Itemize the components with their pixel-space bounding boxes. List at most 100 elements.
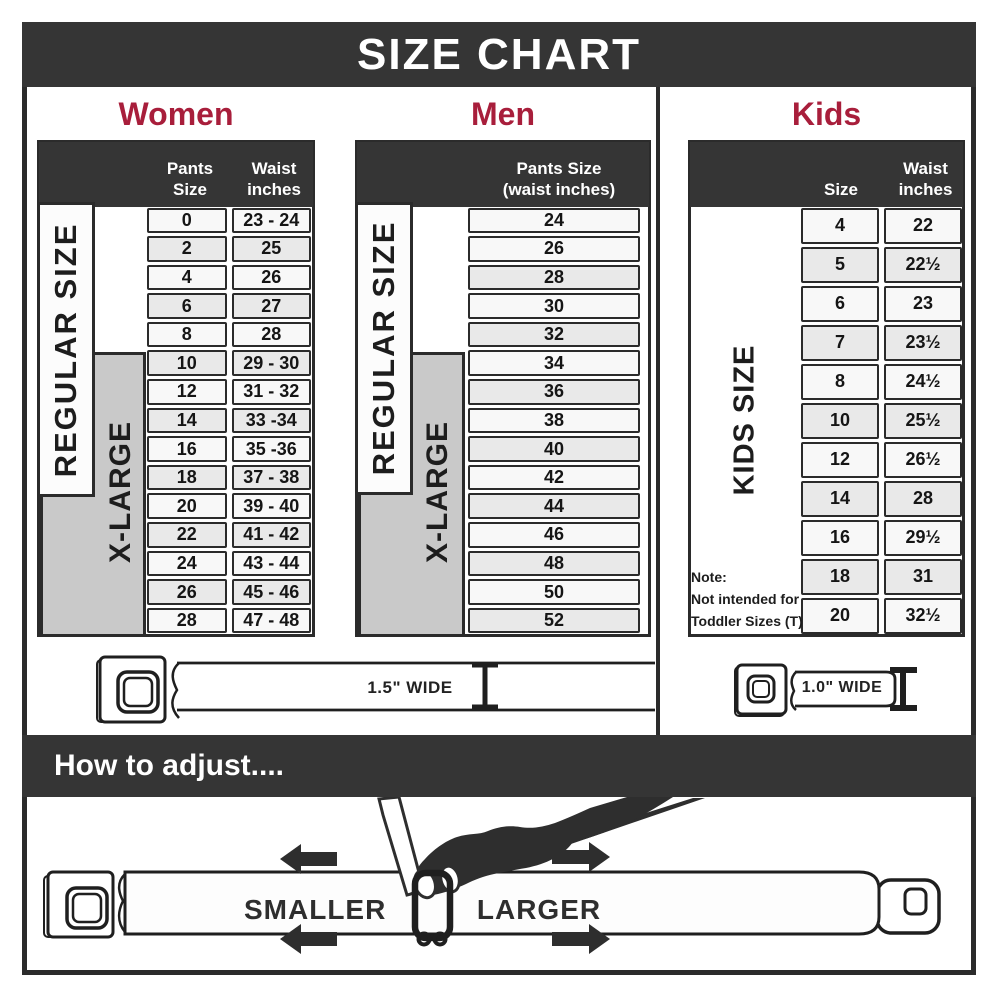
arrow-left-icon bbox=[280, 924, 337, 954]
women-regular-size-label: REGULAR SIZE bbox=[48, 222, 83, 478]
table-row: 4 22 bbox=[801, 206, 962, 245]
table-cell: 33 -34 bbox=[231, 407, 311, 434]
panel-divider bbox=[656, 87, 660, 735]
table-cell: 22½ bbox=[884, 246, 962, 283]
table-cell: 44 bbox=[468, 493, 640, 520]
kids-col2-label-line1: Waist bbox=[903, 159, 948, 178]
table-row: 52 bbox=[468, 606, 640, 635]
adult-belt-width-label: 1.5" WIDE bbox=[367, 678, 453, 697]
width-measure-icon bbox=[472, 662, 498, 710]
how-to-adjust-heading: How to adjust.... bbox=[22, 735, 976, 797]
belt-strap bbox=[177, 661, 655, 712]
table-row: 12 26½ bbox=[801, 440, 962, 479]
table-cell: 48 bbox=[468, 550, 640, 577]
table-row: 26 bbox=[468, 235, 640, 264]
table-row: 6 27 bbox=[147, 292, 311, 321]
table-cell: 20 bbox=[147, 493, 227, 520]
women-col2-label-line1: Waist bbox=[251, 159, 297, 178]
table-cell: 32 bbox=[468, 321, 640, 348]
table-cell: 8 bbox=[147, 321, 227, 348]
women-regular-range-box bbox=[37, 202, 95, 497]
table-cell: 23 bbox=[884, 285, 962, 322]
table-cell: 25½ bbox=[884, 402, 962, 439]
table-cell: 42 bbox=[468, 464, 640, 491]
table-cell: 26 bbox=[231, 264, 311, 291]
table-row: 8 24½ bbox=[801, 362, 962, 401]
table-row: 34 bbox=[468, 349, 640, 378]
table-cell: 22 bbox=[147, 522, 227, 548]
table-row: 30 bbox=[468, 292, 640, 321]
table-cell: 10 bbox=[801, 402, 879, 439]
table-cell: 16 bbox=[147, 436, 227, 462]
seatbelt-buckle-icon bbox=[734, 663, 797, 717]
table-row: 24 bbox=[468, 206, 640, 235]
kids-belt-width-label: 1.0" WIDE bbox=[801, 679, 883, 696]
table-cell: 24 bbox=[468, 207, 640, 234]
belt-strap bbox=[795, 670, 897, 708]
table-cell: 43 - 44 bbox=[231, 550, 311, 577]
kids-belt-illustration bbox=[734, 663, 917, 717]
kids-note-line1: Note: bbox=[691, 569, 727, 585]
table-cell: 14 bbox=[147, 407, 227, 434]
table-row: 48 bbox=[468, 549, 640, 578]
table-row: 28 47 - 48 bbox=[147, 606, 311, 635]
table-cell: 52 bbox=[468, 607, 640, 634]
table-cell: 24½ bbox=[884, 363, 962, 400]
table-cell: 14 bbox=[801, 480, 879, 517]
table-cell: 16 bbox=[801, 519, 879, 556]
kids-col-size-header: Size bbox=[799, 143, 883, 207]
table-cell: 29 - 30 bbox=[231, 350, 311, 377]
table-row: 36 bbox=[468, 378, 640, 407]
table-cell: 7 bbox=[801, 324, 879, 361]
table-row: 50 bbox=[468, 578, 640, 607]
kids-note-line3: Toddler Sizes (T) bbox=[691, 613, 803, 629]
table-cell: 29½ bbox=[884, 519, 962, 556]
table-cell: 12 bbox=[147, 379, 227, 405]
kids-table-rows: 4 22 5 22½ 6 23 7 23½ 8 24½ 10 25½ 12 26½ 14 28 16 29½ 18 3… bbox=[801, 206, 962, 635]
table-cell: 31 bbox=[884, 558, 962, 595]
men-col1-label-line2: (waist inches) bbox=[502, 180, 616, 199]
table-cell: 23½ bbox=[884, 324, 962, 361]
men-table-rows: 24 26 28 30 32 34 36 38 40 42 44 46 48 50 52 bbox=[468, 206, 640, 635]
table-row: 22 41 - 42 bbox=[147, 521, 311, 550]
table-row: 14 28 bbox=[801, 479, 962, 518]
table-row: 16 29½ bbox=[801, 518, 962, 557]
table-row: 10 29 - 30 bbox=[147, 349, 311, 378]
table-cell: 28 bbox=[147, 607, 227, 634]
table-cell: 47 - 48 bbox=[231, 607, 311, 634]
table-cell: 4 bbox=[147, 264, 227, 291]
table-cell: 20 bbox=[801, 597, 879, 634]
table-row: 12 31 - 32 bbox=[147, 378, 311, 407]
table-row: 18 37 - 38 bbox=[147, 463, 311, 492]
table-cell: 31 - 32 bbox=[231, 379, 311, 405]
table-cell: 8 bbox=[801, 363, 879, 400]
kids-note-line2: Not intended for bbox=[691, 591, 800, 607]
women-col1-label: Pants Size bbox=[166, 159, 214, 199]
table-row: 14 33 -34 bbox=[147, 406, 311, 435]
table-cell: 38 bbox=[468, 407, 640, 434]
women-xlarge-label: X-LARGE bbox=[104, 421, 137, 563]
kids-col1-label: Size bbox=[823, 180, 859, 199]
smaller-direction-label: SMALLER bbox=[244, 894, 387, 925]
left-border bbox=[22, 87, 27, 735]
table-cell: 18 bbox=[147, 464, 227, 491]
table-row: 0 23 - 24 bbox=[147, 206, 311, 235]
table-row: 44 bbox=[468, 492, 640, 521]
table-cell: 0 bbox=[147, 207, 227, 234]
table-cell: 40 bbox=[468, 436, 640, 462]
table-row: 40 bbox=[468, 435, 640, 464]
table-cell: 37 - 38 bbox=[231, 464, 311, 491]
table-row: 16 35 -36 bbox=[147, 435, 311, 464]
kids-col-waist-header: Waist inches bbox=[885, 143, 966, 207]
table-cell: 2 bbox=[147, 236, 227, 262]
seatbelt-buckle-icon bbox=[96, 655, 180, 724]
table-row: 26 45 - 46 bbox=[147, 578, 311, 607]
table-cell: 50 bbox=[468, 579, 640, 605]
how-to-adjust-panel bbox=[22, 797, 976, 975]
seatbelt-buckle-icon bbox=[43, 870, 127, 939]
table-cell: 41 - 42 bbox=[231, 522, 311, 548]
table-cell: 23 - 24 bbox=[231, 207, 311, 234]
belt-strap bbox=[123, 870, 881, 936]
table-cell: 39 - 40 bbox=[231, 493, 311, 520]
